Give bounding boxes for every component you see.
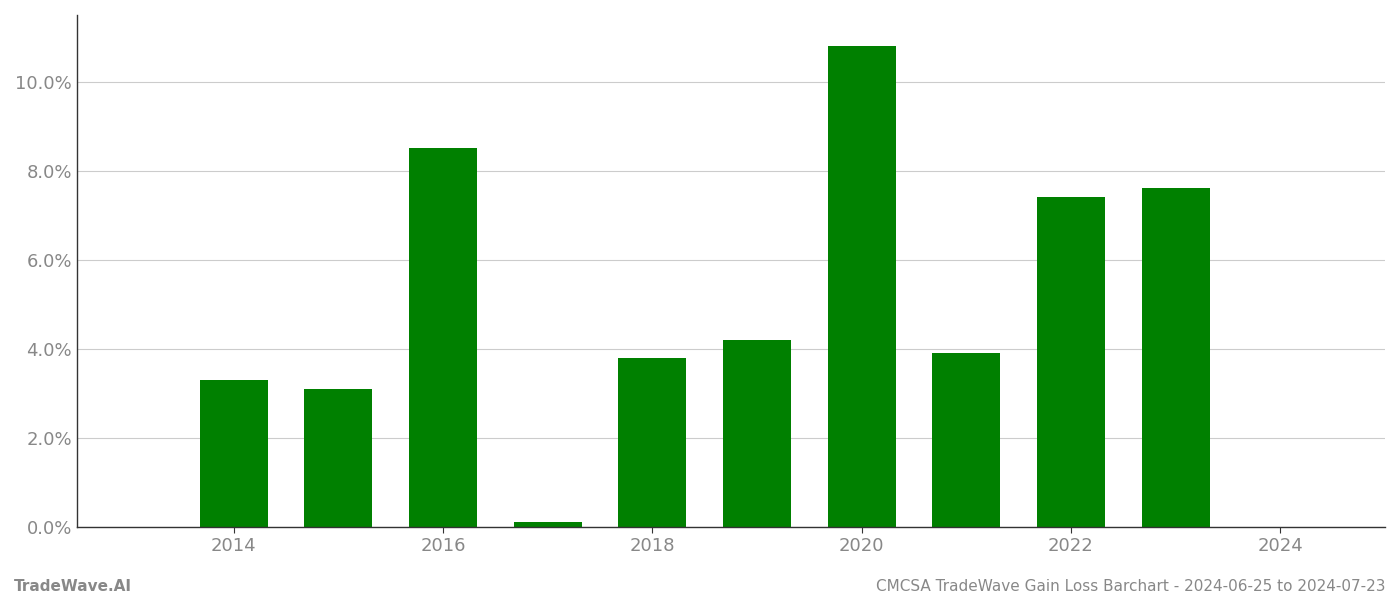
Bar <box>932 353 1001 527</box>
Bar <box>514 522 581 527</box>
Bar <box>1141 188 1210 527</box>
Bar <box>304 389 372 527</box>
Text: TradeWave.AI: TradeWave.AI <box>14 579 132 594</box>
Bar <box>827 46 896 527</box>
Bar <box>722 340 791 527</box>
Bar <box>619 358 686 527</box>
Bar <box>1037 197 1105 527</box>
Bar <box>409 148 477 527</box>
Text: CMCSA TradeWave Gain Loss Barchart - 2024-06-25 to 2024-07-23: CMCSA TradeWave Gain Loss Barchart - 202… <box>876 579 1386 594</box>
Bar <box>200 380 267 527</box>
